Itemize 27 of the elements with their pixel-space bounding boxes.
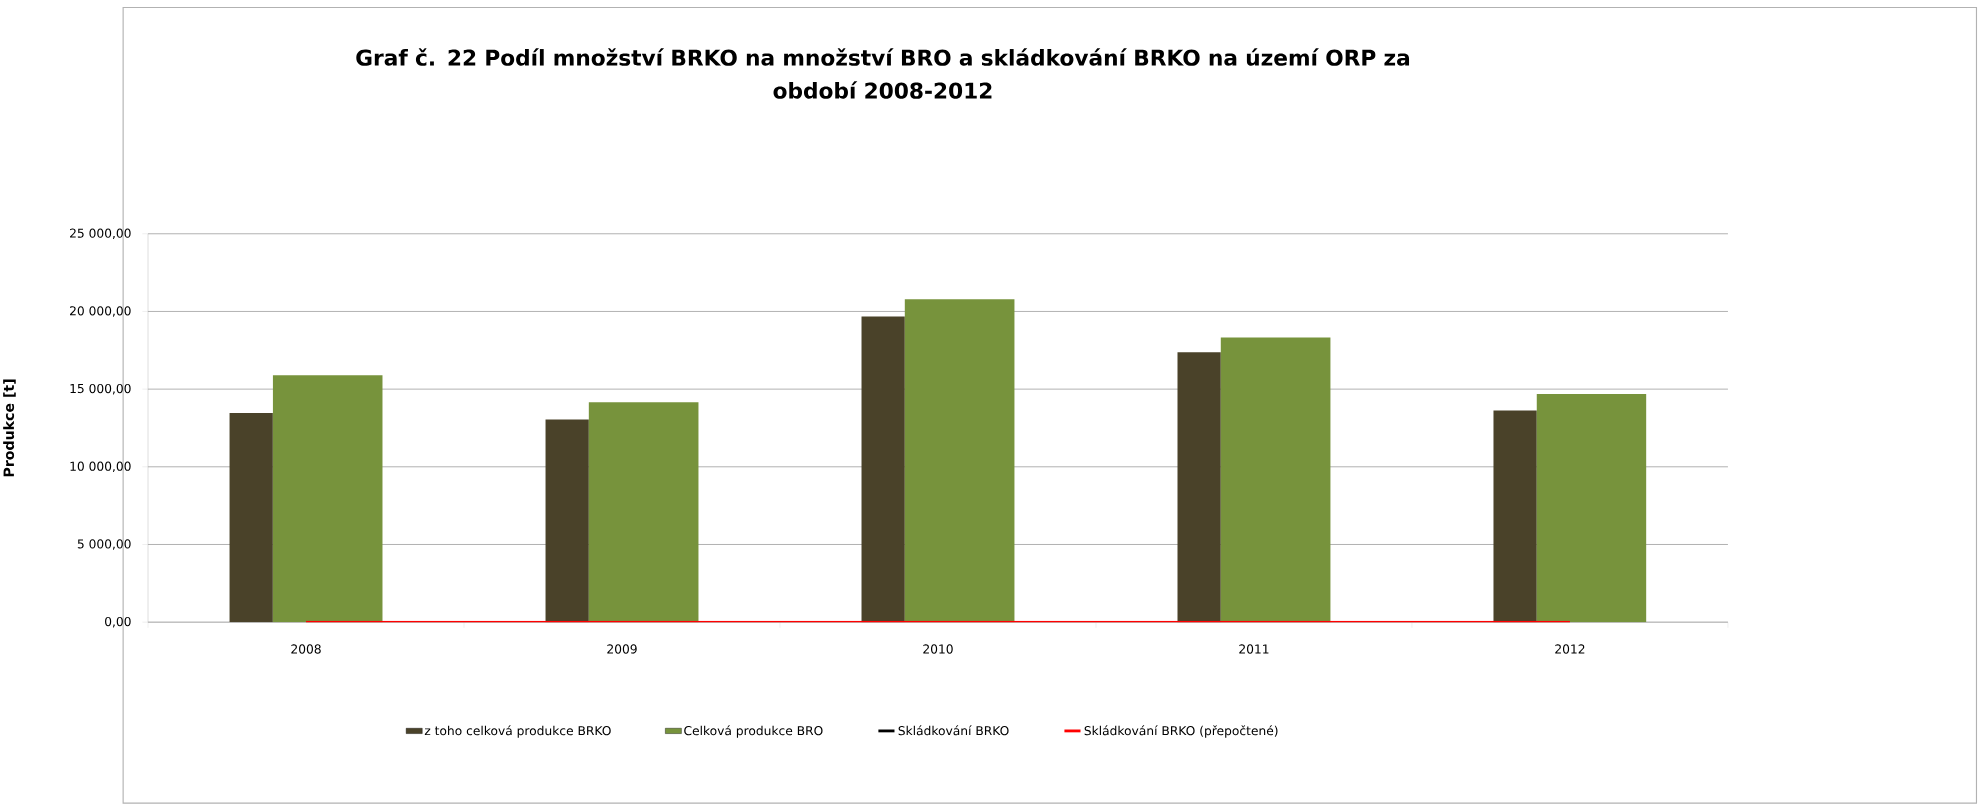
legend-label: Skládkování BRKO (přepočtené) [1084, 725, 1278, 738]
x-tick-label: 2012 [1555, 644, 1585, 654]
y-tick-label: 0,00 [105, 616, 131, 628]
legend-label: Skládkování BRKO [898, 725, 1009, 736]
y-tick-label: 20 000,00 [70, 306, 131, 317]
chart-title: Graf č. 22 Podíl množství BRKO na množství BRO a skládkování BRKO na území ORP za období 2008-2012 [356, 48, 1410, 99]
bar [545, 419, 589, 623]
bar [1536, 394, 1647, 623]
x-tick-label: 2009 [607, 644, 637, 654]
bar [588, 402, 699, 623]
x-tick-label: 2008 [291, 644, 321, 654]
y-tick-label: 25 000,00 [70, 228, 131, 240]
x-tick-label: 2011 [1239, 644, 1269, 654]
bar [1220, 337, 1331, 623]
y-axis-title: Produkce [t] [3, 379, 16, 477]
bar [861, 316, 905, 623]
legend-label: z toho celková produkce BRKO [424, 725, 611, 738]
y-tick-label: 5 000,00 [77, 539, 131, 550]
x-tick-label: 2010 [923, 644, 953, 654]
y-tick-label: 10 000,00 [70, 461, 131, 473]
bar [1493, 410, 1537, 623]
bar [904, 299, 1015, 623]
legend-label: Celková produkce BRO [684, 725, 823, 738]
bar [229, 412, 273, 623]
y-tick-label: 15 000,00 [70, 383, 131, 395]
bar [1177, 352, 1221, 623]
bar [272, 375, 383, 623]
